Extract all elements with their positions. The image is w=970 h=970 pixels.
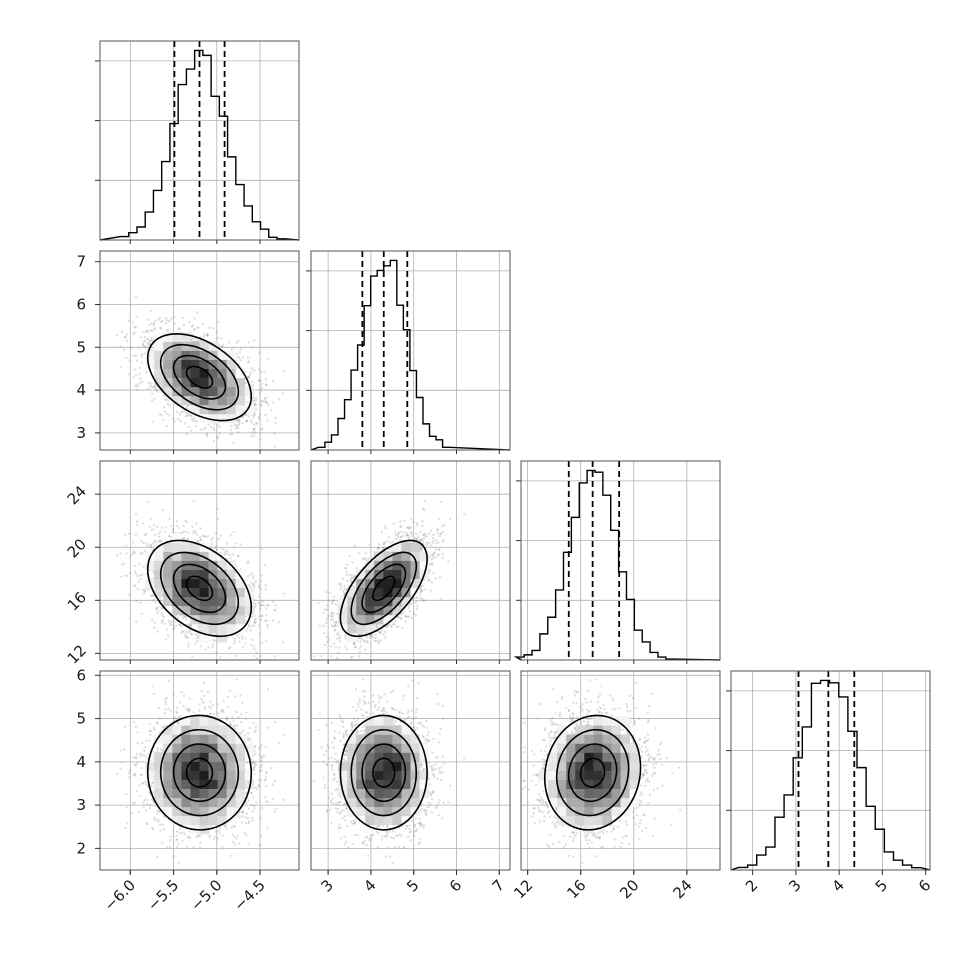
histogram-step-1 (310, 259, 511, 451)
contour-0 (372, 757, 396, 788)
x-tick-label: 6 (446, 876, 465, 895)
contour-1 (361, 563, 407, 614)
x-tick-label: 12 (510, 876, 536, 902)
y-tick-label: 7 (76, 253, 86, 271)
scatter-panel-2-1 (311, 461, 510, 660)
y-tick-label: 3 (76, 796, 86, 814)
panel-frame-3-2 (520, 670, 721, 871)
contour-2 (350, 728, 418, 817)
contour-1 (172, 563, 227, 614)
histogram-panel-3 (726, 671, 931, 871)
histogram-step-2 (513, 469, 721, 661)
y-tick-label: 4 (76, 381, 86, 399)
x-tick-label: 3 (785, 876, 804, 895)
contour-0 (185, 365, 214, 389)
contour-2 (159, 343, 240, 411)
panel-frame-3-0 (99, 670, 300, 871)
histogram-step-0 (99, 49, 300, 241)
x-tick-label: 5 (403, 876, 422, 895)
y-tick-label: 2 (76, 839, 86, 857)
x-tick-label: 7 (489, 876, 508, 895)
contour-1 (361, 743, 407, 803)
x-tick-label: −5.5 (144, 876, 182, 914)
panel-frame-2-0 (99, 460, 300, 661)
panel-frame-0-0 (99, 40, 300, 241)
contour-2 (555, 728, 630, 817)
histogram-panel-1 (306, 251, 511, 451)
histogram-panel-0 (95, 41, 300, 241)
contour-3 (543, 714, 642, 831)
y-tick-label: 5 (76, 710, 86, 728)
panel-frame-1-0 (99, 250, 300, 451)
x-tick-label: 24 (669, 876, 695, 902)
histogram-step-3 (730, 679, 931, 871)
contour-1 (172, 354, 227, 400)
panel-frame-3-3 (730, 670, 931, 871)
density-cells (145, 533, 255, 643)
contour-2 (159, 728, 240, 817)
y-tick-label: 6 (76, 666, 86, 684)
x-tick-label: 4 (360, 876, 379, 895)
y-tick-label: 16 (64, 588, 90, 614)
y-tick-label: 3 (76, 424, 86, 442)
y-tick-label: 24 (64, 482, 90, 508)
y-tick-label: 12 (64, 641, 90, 667)
contour-3 (146, 539, 253, 638)
x-tick-label: 3 (317, 876, 336, 895)
scatter-panel-3-1 (311, 671, 510, 870)
x-tick-label: 16 (563, 876, 589, 902)
x-tick-label: 2 (742, 876, 761, 895)
x-tick-label: 6 (915, 876, 934, 895)
panel-frame-2-2 (520, 460, 721, 661)
contour-2 (159, 551, 240, 626)
contour-0 (185, 757, 214, 788)
contour-3 (339, 539, 428, 638)
y-tick-label: 4 (76, 753, 86, 771)
y-tick-label: 20 (64, 535, 90, 561)
contour-3 (146, 333, 253, 422)
contour-1 (172, 743, 227, 803)
contour-1 (567, 743, 618, 803)
contour-0 (372, 575, 396, 602)
scatter-panel-3-2 (521, 671, 720, 870)
contour-3 (146, 714, 253, 831)
scatter-panel-2-0 (100, 461, 299, 660)
scatter-panel-3-0 (100, 671, 299, 870)
panel-frame-3-1 (310, 670, 511, 871)
x-tick-label: −5.0 (187, 876, 225, 914)
x-tick-label: 4 (829, 876, 848, 895)
x-tick-label: 5 (872, 876, 891, 895)
y-tick-label: 5 (76, 338, 86, 356)
panel-frame-1-1 (310, 250, 511, 451)
contour-0 (185, 575, 214, 602)
y-tick-label: 6 (76, 295, 86, 313)
x-tick-label: −4.5 (230, 876, 268, 914)
panel-frame-2-1 (310, 460, 511, 661)
density-cells (145, 332, 255, 424)
contour-3 (339, 714, 428, 831)
x-tick-label: 20 (616, 876, 642, 902)
scatter-panel-1-0 (100, 251, 299, 450)
histogram-panel-2 (513, 461, 721, 661)
contour-2 (350, 551, 418, 626)
contour-0 (579, 757, 606, 788)
x-tick-label: −6.0 (101, 876, 139, 914)
